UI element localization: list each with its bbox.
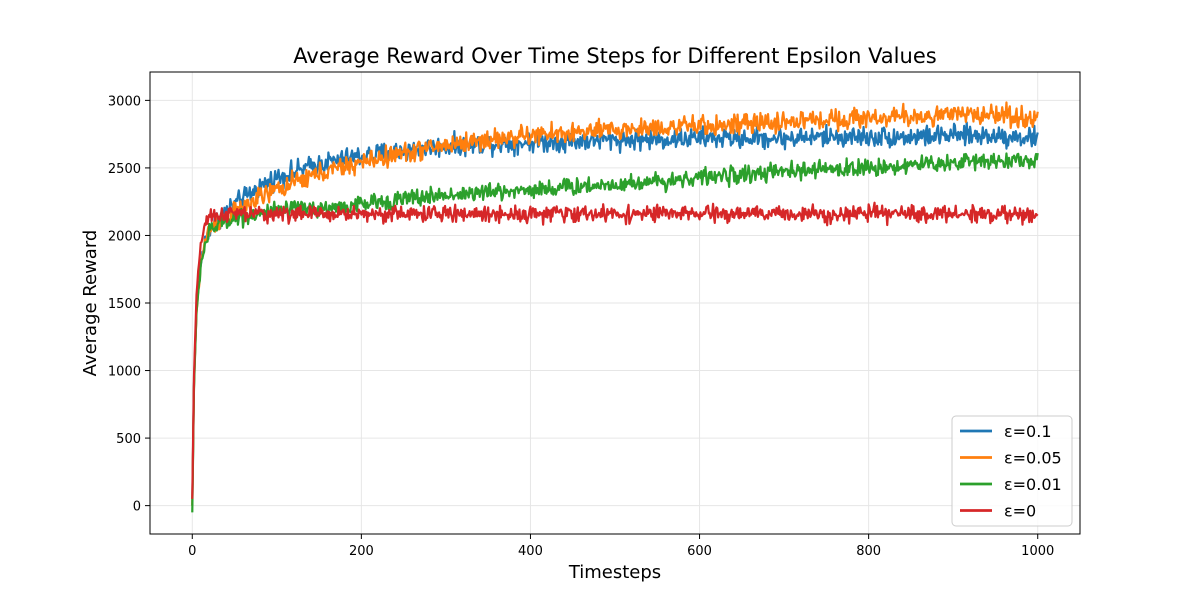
y-tick-label: 1500 [108, 297, 141, 312]
x-tick-label: 1000 [1021, 544, 1054, 559]
legend: ε=0.1 ε=0.05 ε=0.01 ε=0 [951, 415, 1073, 527]
legend-label: ε=0.1 [1004, 422, 1052, 441]
y-tick-label: 3000 [108, 94, 141, 109]
x-tick-label: 600 [687, 544, 712, 559]
y-tick-label: 1000 [108, 365, 141, 380]
series-line-1 [191, 101, 1039, 506]
legend-label: ε=0.01 [1004, 475, 1062, 494]
y-tick-label: 2000 [108, 229, 141, 244]
series-line-2 [191, 152, 1039, 513]
series-line-0 [191, 121, 1039, 506]
legend-box [951, 415, 1073, 527]
series-line-3 [191, 201, 1039, 499]
y-tick-label: 500 [116, 432, 141, 447]
y-axis-label: Average Reward [80, 230, 101, 377]
x-tick-label: 800 [856, 544, 881, 559]
x-axis-label: Timesteps [568, 562, 661, 583]
x-tick-label: 0 [188, 544, 196, 559]
legend-label: ε=0.05 [1004, 449, 1062, 468]
y-tick-label: 0 [133, 500, 141, 515]
ticks: 0 200 400 600 800 1000 0 500 1000 1500 2000 2500 300… [108, 94, 1054, 559]
series-layer [191, 101, 1039, 513]
y-tick-label: 2500 [108, 162, 141, 177]
chart-title: Average Reward Over Time Steps for Diffe… [293, 44, 936, 68]
legend-label: ε=0 [1004, 502, 1036, 521]
x-tick-label: 400 [518, 544, 543, 559]
x-tick-label: 200 [349, 544, 374, 559]
